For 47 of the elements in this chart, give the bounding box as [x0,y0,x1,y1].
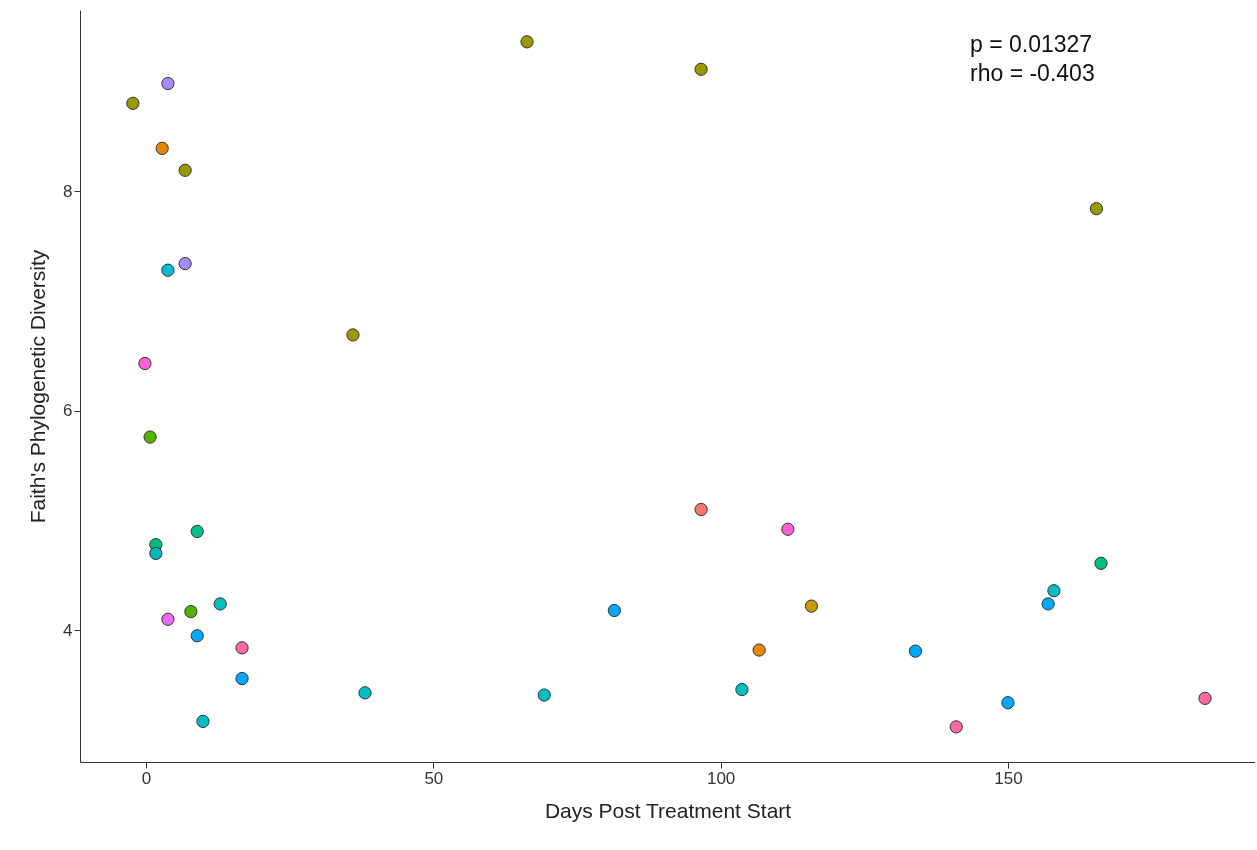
point [537,688,551,702]
point [694,62,708,76]
point [149,546,163,561]
point [126,96,140,110]
point [190,629,204,643]
point [949,720,963,734]
point [138,356,152,371]
point [607,603,621,618]
point [178,163,192,177]
point [213,597,227,611]
annotation: rho = -0.403 [970,60,1095,86]
point [161,76,175,91]
point [235,641,249,655]
point [1089,202,1104,216]
point [520,35,534,49]
point [1094,556,1108,570]
x-axis-title: Days Post Treatment Start [544,798,792,822]
y-axis-title: Faith's Phylogenetic Diversity [26,249,50,524]
point [735,682,749,697]
x-tick-label: 100 [706,768,736,788]
annotation: p = 0.01327 [970,31,1093,57]
point [184,604,198,619]
y-tick-label: 6 [63,401,73,421]
x-tick-label: 150 [994,768,1023,788]
point [178,256,192,271]
point [346,328,360,342]
point [155,141,169,155]
point [161,263,175,277]
point [908,644,923,658]
point [196,714,210,728]
x-tick-label: 0 [141,768,152,788]
point [1198,691,1212,705]
point [804,599,819,613]
point [235,671,249,686]
point [143,430,157,444]
x-tick-label: 50 [424,768,444,788]
y-tick-label: 4 [63,620,73,640]
y-tick-label: 8 [63,181,73,201]
point [1041,597,1055,611]
point [358,686,372,700]
point [781,522,795,536]
point [1001,696,1015,710]
point [1047,584,1061,598]
point [752,643,766,657]
point [190,524,204,539]
point [694,502,708,517]
point [161,612,175,626]
